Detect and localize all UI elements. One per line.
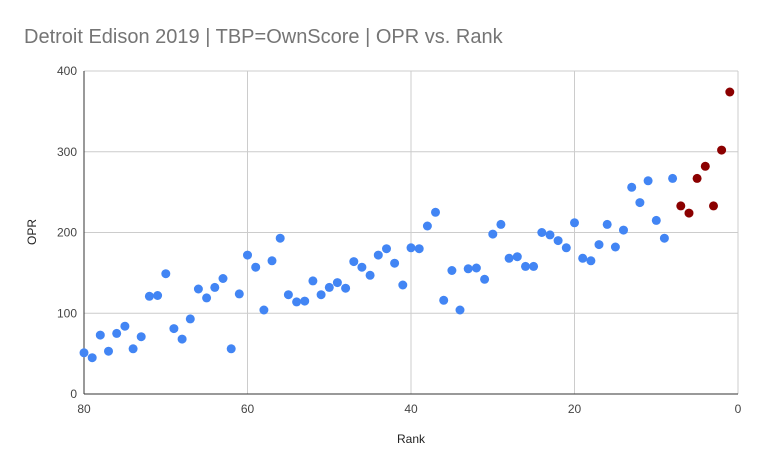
- data-point: [553, 236, 563, 246]
- data-point: [292, 297, 302, 307]
- data-point: [545, 230, 555, 240]
- x-tick-label: 40: [404, 402, 418, 416]
- data-point: [406, 243, 416, 253]
- data-point: [570, 218, 579, 228]
- data-point: [349, 257, 359, 267]
- data-point: [431, 207, 440, 217]
- data-point: [341, 283, 351, 293]
- data-point: [586, 256, 596, 266]
- data-point: [504, 253, 514, 263]
- data-point: [488, 229, 498, 239]
- data-point: [95, 330, 105, 340]
- data-point: [234, 289, 244, 299]
- data-point: [668, 173, 678, 183]
- data-point: [578, 253, 588, 263]
- y-tick-label: 100: [57, 306, 77, 320]
- data-point: [283, 290, 293, 300]
- data-point: [161, 269, 171, 279]
- data-point-highlight: [700, 161, 710, 171]
- data-point: [210, 282, 220, 292]
- x-tick-label: 20: [568, 402, 582, 416]
- y-tick-label: 0: [70, 387, 77, 401]
- data-point: [104, 346, 113, 356]
- data-point: [120, 321, 130, 331]
- x-tick-label: 0: [735, 402, 742, 416]
- data-point: [480, 274, 490, 284]
- data-point-highlight: [684, 208, 694, 218]
- data-point: [659, 233, 669, 243]
- data-point: [112, 328, 122, 338]
- data-point: [144, 291, 154, 301]
- data-point: [512, 252, 522, 262]
- data-point: [169, 324, 179, 334]
- data-point-highlight: [717, 145, 727, 155]
- data-point: [422, 221, 432, 231]
- data-point: [414, 244, 424, 254]
- data-point: [87, 353, 97, 363]
- data-point: [439, 295, 449, 305]
- data-point-highlight: [676, 201, 686, 211]
- data-point: [496, 219, 506, 229]
- data-point: [136, 332, 146, 342]
- data-point: [308, 276, 318, 286]
- y-tick-label: 300: [57, 145, 77, 159]
- data-point: [594, 240, 604, 250]
- data-point: [373, 250, 383, 260]
- data-point: [610, 242, 620, 252]
- data-point-highlight: [725, 87, 735, 97]
- data-point: [651, 215, 661, 225]
- data-point: [193, 284, 203, 294]
- data-point: [218, 274, 228, 283]
- data-point: [275, 233, 285, 243]
- y-axis-label: OPR: [25, 219, 39, 245]
- data-point: [251, 262, 261, 272]
- data-point: [267, 256, 277, 266]
- data-point: [537, 228, 547, 237]
- data-point: [463, 264, 473, 274]
- data-point: [521, 261, 530, 271]
- data-point: [619, 225, 628, 235]
- data-point: [561, 243, 571, 253]
- data-point-highlight: [692, 173, 702, 183]
- gridlines: [84, 70, 739, 394]
- data-points: [79, 87, 735, 363]
- x-axis-label: Rank: [397, 432, 426, 446]
- data-point: [627, 182, 637, 192]
- x-tick-label: 80: [77, 402, 91, 416]
- axes: [83, 71, 738, 395]
- data-point: [259, 305, 269, 315]
- data-point: [202, 293, 212, 303]
- data-point-highlight: [709, 201, 718, 211]
- data-point: [177, 334, 187, 344]
- data-point: [390, 258, 400, 268]
- data-point: [300, 296, 310, 306]
- data-point: [153, 291, 163, 300]
- data-point: [357, 262, 367, 272]
- data-point: [316, 290, 326, 300]
- y-tick-label: 400: [57, 64, 77, 78]
- data-point: [185, 314, 195, 324]
- data-point: [643, 176, 653, 186]
- data-point: [398, 280, 408, 290]
- data-point: [226, 344, 236, 354]
- y-tick-label: 200: [57, 226, 77, 240]
- data-point: [529, 261, 539, 271]
- x-tick-label: 60: [241, 402, 255, 416]
- data-point: [382, 244, 391, 254]
- data-point: [471, 263, 481, 273]
- data-point: [447, 266, 457, 275]
- data-point: [635, 198, 645, 208]
- data-point: [602, 219, 612, 229]
- data-point: [332, 278, 342, 288]
- data-point: [79, 348, 89, 358]
- data-point: [243, 250, 252, 260]
- data-point: [128, 344, 138, 354]
- chart-title: Detroit Edison 2019 | TBP=OwnScore | OPR…: [24, 26, 504, 48]
- data-point: [365, 270, 375, 280]
- data-point: [455, 305, 465, 315]
- data-point: [324, 282, 334, 292]
